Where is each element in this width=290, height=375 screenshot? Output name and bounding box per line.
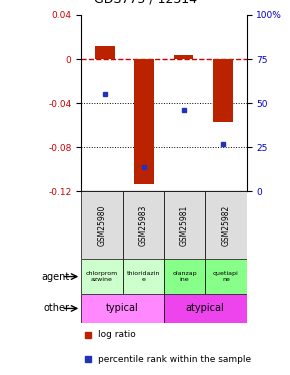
Text: quetiapi
ne: quetiapi ne [213, 271, 239, 282]
Text: GSM25980: GSM25980 [97, 204, 106, 246]
Text: agent: agent [41, 272, 70, 282]
Text: typical: typical [106, 303, 139, 313]
Text: GSM25982: GSM25982 [221, 204, 230, 246]
Text: olanzap
ine: olanzap ine [172, 271, 197, 282]
Text: GSM25983: GSM25983 [139, 204, 148, 246]
Text: GSM25981: GSM25981 [180, 204, 189, 246]
Bar [164, 191, 205, 259]
Bar [122, 259, 164, 294]
Bar [174, 55, 193, 59]
Text: GDS775 / 12314: GDS775 / 12314 [93, 0, 197, 6]
Bar [81, 259, 122, 294]
Bar [213, 59, 233, 122]
Bar [164, 294, 246, 322]
Text: log ratio: log ratio [98, 330, 135, 339]
Bar [134, 59, 154, 183]
Text: atypical: atypical [186, 303, 224, 313]
Bar [205, 259, 246, 294]
Text: chlorprom
azwine: chlorprom azwine [86, 271, 118, 282]
Text: other: other [44, 303, 70, 313]
Text: thioridazin
e: thioridazin e [126, 271, 160, 282]
Bar [164, 259, 205, 294]
Text: percentile rank within the sample: percentile rank within the sample [98, 355, 251, 364]
Bar [81, 294, 164, 322]
Bar [81, 191, 122, 259]
Bar [205, 191, 246, 259]
Bar [95, 46, 115, 59]
Bar [122, 191, 164, 259]
